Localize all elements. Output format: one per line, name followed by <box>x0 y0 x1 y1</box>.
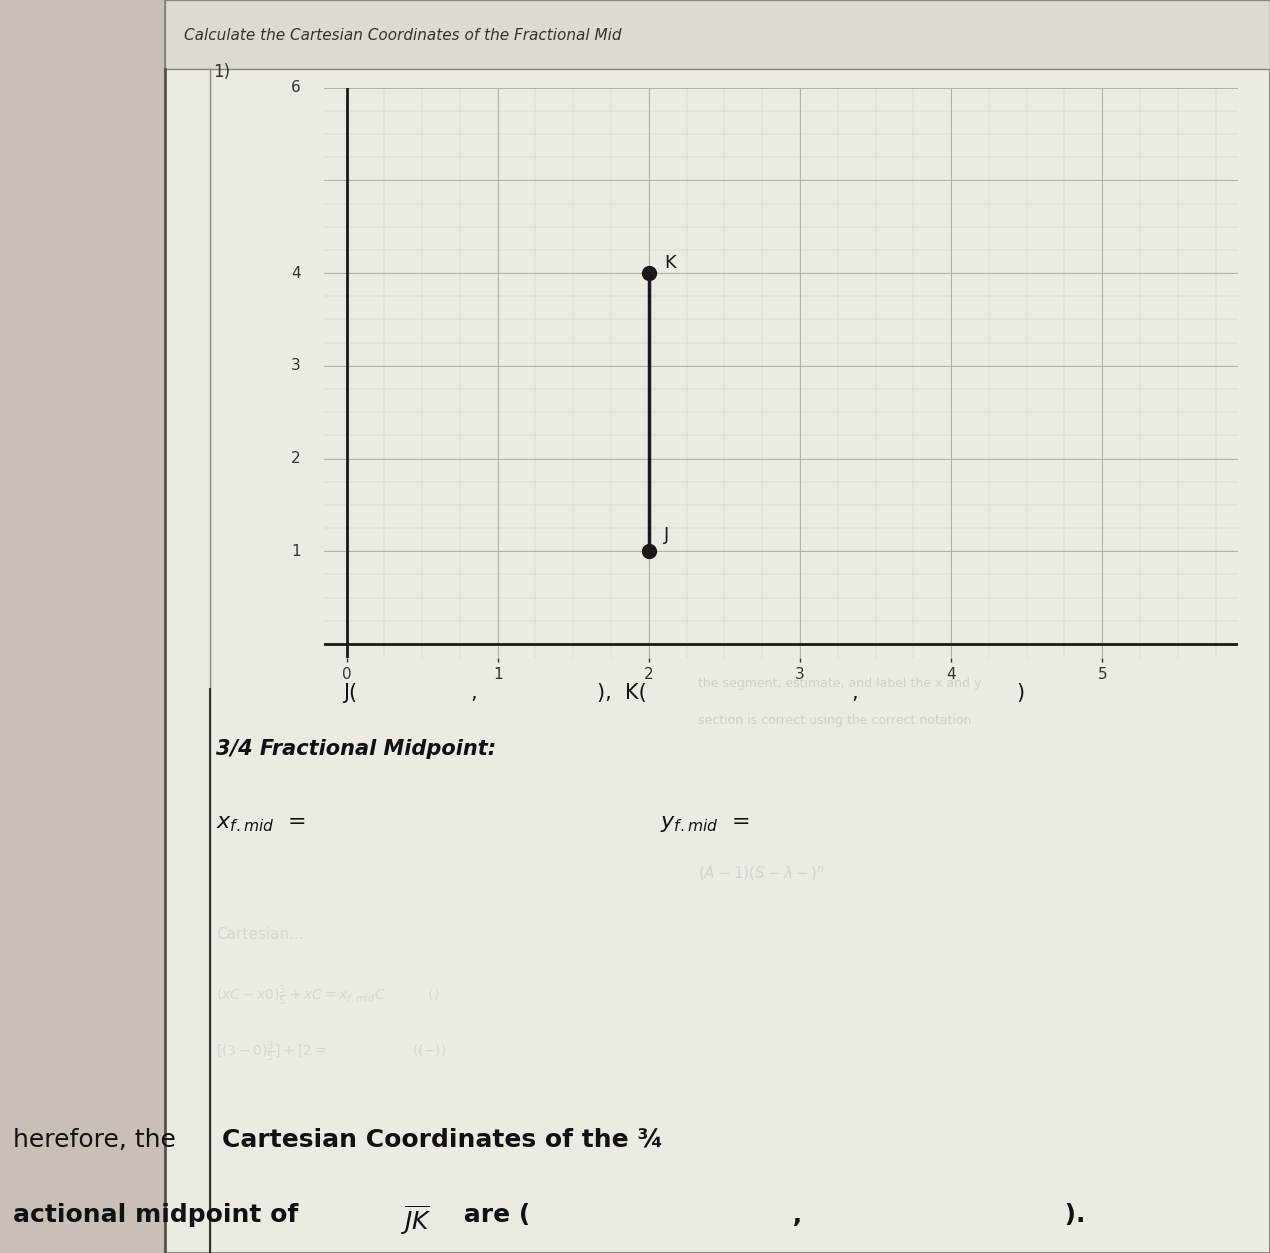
Text: $[(3-0)\frac{3}{5}] + [2 =$                   $((- ))$: $[(3-0)\frac{3}{5}] + [2 =$ $((- ))$ <box>216 1040 446 1064</box>
Text: $(xC - x0)\frac{3}{5} + xC = x_{f.mid}C$          $(  )$: $(xC - x0)\frac{3}{5} + xC = x_{f.mid}C$… <box>216 984 439 1007</box>
Text: Cartesian Coordinates of the ¾: Cartesian Coordinates of the ¾ <box>222 1128 663 1152</box>
Text: herefore, the: herefore, the <box>13 1128 184 1152</box>
Text: ),  K(: ), K( <box>597 683 646 703</box>
Text: the segment, estimate, and label the x and y: the segment, estimate, and label the x a… <box>698 677 982 689</box>
Text: 3/4 Fractional Midpoint:: 3/4 Fractional Midpoint: <box>216 739 497 759</box>
Text: 2: 2 <box>291 451 301 466</box>
Text: Cartesian...: Cartesian... <box>216 927 304 942</box>
Text: Calculate the Cartesian Coordinates of the Fractional Mid: Calculate the Cartesian Coordinates of t… <box>184 28 621 43</box>
Text: actional midpoint of: actional midpoint of <box>13 1203 306 1227</box>
Text: K: K <box>664 254 676 272</box>
Text: J: J <box>664 526 669 544</box>
Text: 4: 4 <box>291 266 301 281</box>
Text: 1: 1 <box>291 544 301 559</box>
Text: 6: 6 <box>291 80 301 95</box>
Text: ): ) <box>1016 683 1024 703</box>
Text: ,: , <box>851 683 857 703</box>
Text: ,: , <box>470 683 476 703</box>
Text: J(: J( <box>343 683 357 703</box>
Text: $\overline{JK}$: $\overline{JK}$ <box>400 1203 432 1237</box>
Text: $\it{x}$$_{\it{f.mid}}$  =: $\it{x}$$_{\it{f.mid}}$ = <box>216 814 306 834</box>
Text: are (                              ,                              ).: are ( , ). <box>455 1203 1085 1227</box>
Text: 3: 3 <box>291 358 301 373</box>
Text: section is correct using the correct notation: section is correct using the correct not… <box>698 714 972 727</box>
Text: 1): 1) <box>213 64 230 81</box>
Text: $(A-1)(S-\lambda-)^n$: $(A-1)(S-\lambda-)^n$ <box>698 865 826 883</box>
Text: $\it{y}$$_{\it{f.mid}}$  =: $\it{y}$$_{\it{f.mid}}$ = <box>660 814 751 834</box>
